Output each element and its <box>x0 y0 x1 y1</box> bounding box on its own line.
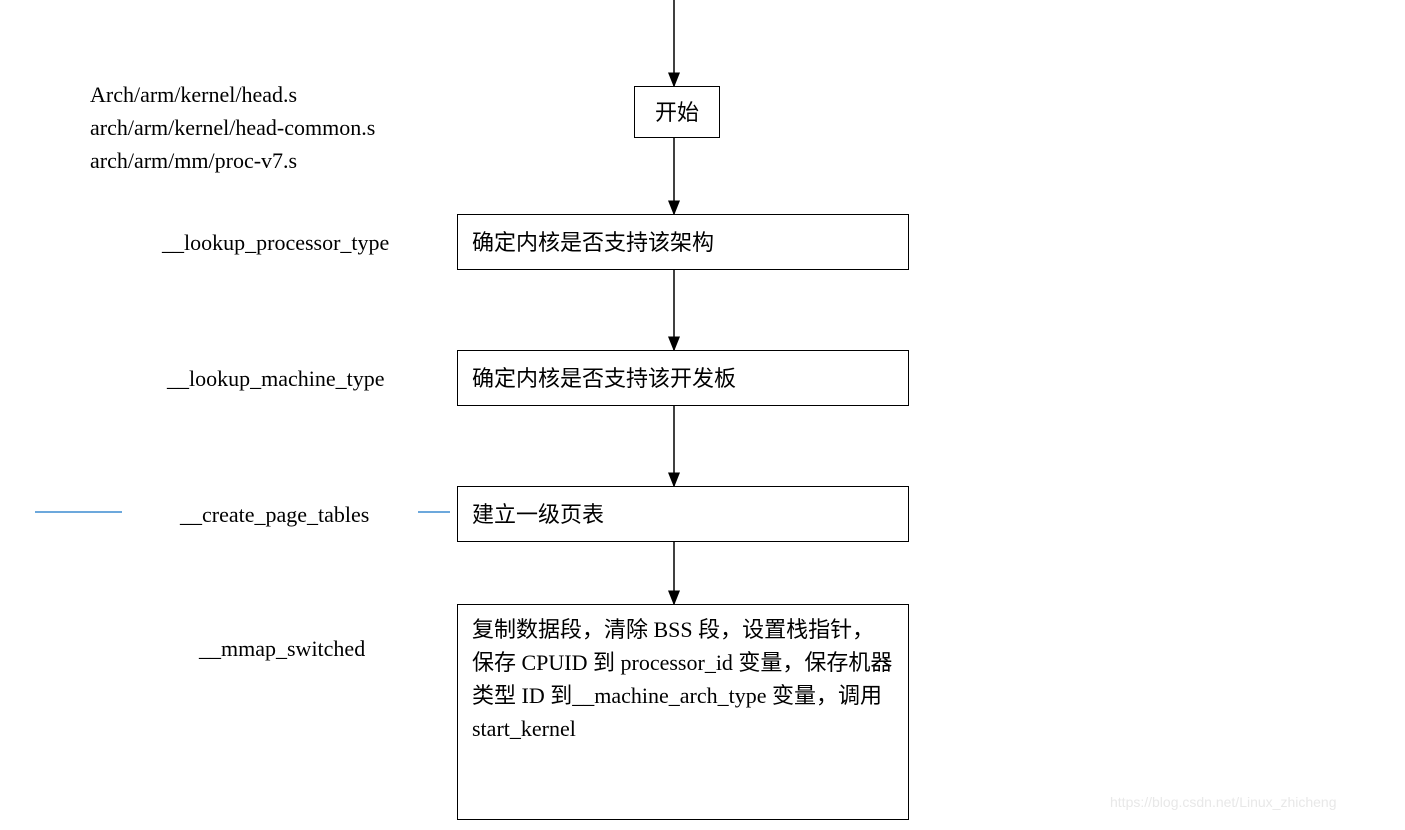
source-file-line: Arch/arm/kernel/head.s <box>90 78 375 111</box>
node-box-1: 确定内核是否支持该开发板 <box>457 350 909 406</box>
node-box-2: 建立一级页表 <box>457 486 909 542</box>
start-node: 开始 <box>634 86 720 138</box>
source-file-line: arch/arm/mm/proc-v7.s <box>90 144 375 177</box>
node-label-1: __lookup_machine_type <box>167 362 385 395</box>
start-node-text: 开始 <box>655 96 699 129</box>
source-file-line: arch/arm/kernel/head-common.s <box>90 111 375 144</box>
node-label-2: __create_page_tables <box>180 498 369 531</box>
node-label-3: __mmap_switched <box>199 632 365 665</box>
watermark-text: https://blog.csdn.net/Linux_zhicheng <box>1110 794 1337 810</box>
node-box-0: 确定内核是否支持该架构 <box>457 214 909 270</box>
source-files-list: Arch/arm/kernel/head.sarch/arm/kernel/he… <box>90 78 375 177</box>
node-box-3: 复制数据段，清除 BSS 段，设置栈指针，保存 CPUID 到 processo… <box>457 604 909 820</box>
node-label-0: __lookup_processor_type <box>162 226 389 259</box>
